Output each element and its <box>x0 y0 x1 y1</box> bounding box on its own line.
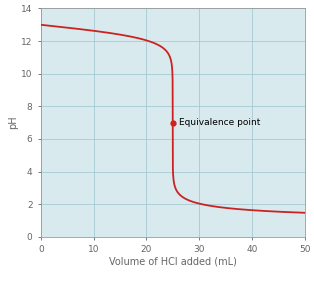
Text: Equivalence point: Equivalence point <box>179 118 260 127</box>
Y-axis label: pH: pH <box>8 116 18 129</box>
X-axis label: Volume of HCl added (mL): Volume of HCl added (mL) <box>109 257 237 267</box>
